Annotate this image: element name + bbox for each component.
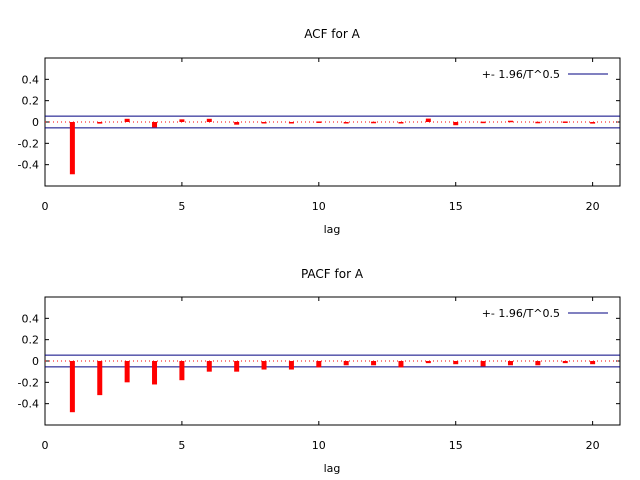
acf-bar-lag-4 [152, 122, 158, 128]
pacf-legend-label: +- 1.96/T^0.5 [482, 307, 560, 320]
acf-ytick-label: -0.2 [18, 137, 39, 150]
pacf-bar-lag-3 [124, 361, 130, 383]
pacf-panel: PACF for A 0.4 0.2 0 -0.2 -0.4 0 5 10 15 20 +- 1.9… [18, 267, 621, 475]
pacf-bar-lag-16 [480, 361, 486, 367]
acf-ytick-label: 0 [32, 116, 39, 129]
acf-xtick-label: 0 [42, 200, 49, 213]
acf-bar-lag-16 [480, 121, 486, 124]
acf-bar-lag-15 [453, 122, 459, 126]
pacf-bar-lag-13 [398, 361, 404, 368]
acf-bar-lag-5 [179, 119, 185, 122]
acf-bar-lag-7 [234, 122, 240, 125]
pacf-bar-lag-18 [535, 361, 541, 366]
pacf-bar-lag-8 [261, 361, 267, 370]
pacf-xtick-label: 0 [42, 439, 49, 452]
acf-bar-lag-11 [343, 122, 349, 124]
acf-bar-lag-1 [69, 122, 75, 175]
pacf-bar-lag-10 [316, 361, 322, 368]
acf-xtick-label: 10 [312, 200, 326, 213]
pacf-bar-lag-17 [507, 361, 513, 366]
pacf-ytick-label: 0 [32, 355, 39, 368]
pacf-plot-area: 0.4 0.2 0 -0.2 -0.4 0 5 10 15 20 +- 1.96/T^0.5 [18, 296, 621, 452]
pacf-title: PACF for A [301, 267, 364, 281]
pacf-xtick-label: 15 [449, 439, 463, 452]
acf-bar-lag-2 [97, 122, 103, 124]
acf-xlabel: lag [324, 223, 341, 236]
pacf-bar-lag-11 [343, 361, 349, 366]
pacf-bar-lag-7 [234, 361, 240, 372]
acf-bar-lag-6 [206, 118, 212, 122]
acf-xtick-label: 5 [178, 200, 185, 213]
pacf-xlabel: lag [324, 462, 341, 475]
pacf-bar-lag-20 [590, 361, 596, 365]
pacf-bar-lag-19 [562, 361, 568, 364]
acf-bar-lag-12 [371, 121, 377, 124]
acf-ytick-label: 0.4 [22, 73, 40, 86]
acf-bar-lag-3 [124, 118, 130, 122]
pacf-bar-lag-9 [288, 361, 294, 370]
acf-bar-lag-13 [398, 122, 404, 124]
pacf-bar-lag-6 [206, 361, 212, 372]
acf-plot-area: 0.4 0.2 0 -0.2 -0.4 0 5 10 15 20 +- 1.96/T^0.5 [18, 57, 621, 213]
pacf-ytick-label: -0.4 [18, 398, 39, 411]
pacf-xtick-label: 20 [586, 439, 600, 452]
acf-xtick-label: 20 [586, 200, 600, 213]
pacf-ytick-label: 0.2 [22, 334, 40, 347]
acf-bar-lag-17 [507, 120, 513, 123]
pacf-bar-lag-1 [69, 361, 75, 413]
acf-bar-lag-20 [590, 122, 596, 124]
pacf-ytick-label: -0.2 [18, 376, 39, 389]
acf-bar-lag-19 [562, 121, 568, 123]
acf-bar-lag-8 [261, 122, 267, 124]
acf-ytick-label: 0.2 [22, 95, 40, 108]
acf-bar-lag-10 [316, 121, 322, 123]
pacf-bar-lag-15 [453, 361, 459, 365]
acf-xtick-label: 15 [449, 200, 463, 213]
pacf-bar-lag-14 [425, 361, 431, 364]
acf-bar-lag-18 [535, 121, 541, 124]
acf-bar-lag-14 [425, 118, 431, 122]
pacf-bar-lag-4 [152, 361, 158, 385]
pacf-bar-lag-2 [97, 361, 103, 396]
acf-bar-lag-9 [288, 122, 294, 124]
acf-ytick-label: -0.4 [18, 159, 39, 172]
pacf-xtick-label: 10 [312, 439, 326, 452]
pacf-ytick-label: 0.4 [22, 312, 40, 325]
acf-legend-label: +- 1.96/T^0.5 [482, 68, 560, 81]
pacf-bar-lag-5 [179, 361, 185, 381]
acf-title: ACF for A [304, 27, 360, 41]
acf-panel: ACF for A 0.4 0.2 0 -0.2 -0.4 0 5 10 15 20 +- 1.96… [18, 27, 621, 236]
pacf-bar-lag-12 [371, 361, 377, 366]
pacf-xtick-label: 5 [178, 439, 185, 452]
